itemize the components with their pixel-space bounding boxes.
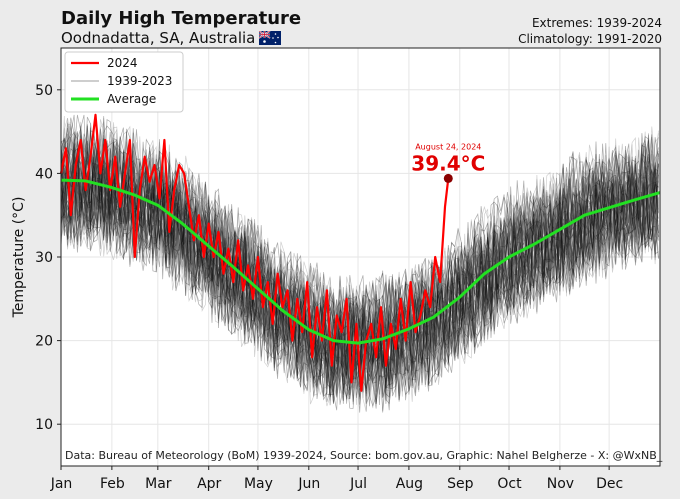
historical-trace <box>60 156 659 407</box>
x-tick-label: Jun <box>297 476 320 492</box>
historical-trace <box>60 126 659 374</box>
historical-trace <box>60 147 659 398</box>
location-label: Oodnadatta, SA, Australia <box>61 29 256 47</box>
series-line-average <box>60 178 661 345</box>
peak-date-label: August 24, 2024 <box>415 142 481 151</box>
y-tick-label: 40 <box>35 166 53 182</box>
extremes-label: Extremes: 1939-2024 <box>531 16 662 30</box>
series-line-2024 <box>59 113 450 392</box>
historical-trace <box>60 141 659 391</box>
historical-trace <box>60 147 659 399</box>
x-tick-label: Dec <box>596 476 623 492</box>
y-axis-ticks: 10 20 30 40 50 <box>35 83 61 433</box>
y-tick-label: 20 <box>35 334 53 350</box>
legend-box <box>64 51 184 113</box>
historical-trace <box>60 119 659 370</box>
x-tick-label: Oct <box>497 476 522 492</box>
y-axis-title: Temperature (°C) <box>11 197 27 319</box>
historical-trace <box>60 114 659 364</box>
legend-label-average: Average <box>107 92 156 106</box>
x-tick-label: Aug <box>396 476 423 492</box>
series-lines <box>59 113 661 392</box>
historical-trace <box>60 129 659 385</box>
historical-trace <box>60 158 659 398</box>
x-tick-label: Jan <box>50 476 73 492</box>
chart-title: Daily High Temperature <box>61 8 302 29</box>
historical-trace <box>60 154 659 405</box>
chart-subtitle: Oodnadatta, SA, Australia <box>61 29 282 47</box>
historical-trace <box>60 124 659 382</box>
y-tick-label: 50 <box>35 83 53 99</box>
y-tick-label: 30 <box>35 250 53 266</box>
x-tick-label: Apr <box>197 476 221 492</box>
source-note: Data: Bureau of Meteorology (BoM) 1939-2… <box>65 449 663 462</box>
x-tick-label: Jul <box>349 476 367 492</box>
historical-trace <box>60 140 659 389</box>
historical-trace <box>60 155 659 398</box>
legend-label-2024: 2024 <box>107 56 138 70</box>
x-tick-label: Mar <box>145 476 172 492</box>
x-axis-ticks: Jan Feb Mar Apr May Jun Jul Aug Sep Oct Nov Dec <box>50 466 623 492</box>
historical-trace <box>60 136 659 396</box>
historical-trace <box>60 139 659 398</box>
australia-flag-icon <box>259 31 282 45</box>
peak-value-label: 39.4°C <box>411 151 485 175</box>
y-tick-label: 10 <box>35 417 53 433</box>
historical-trace <box>60 129 659 385</box>
x-tick-label: Nov <box>547 476 574 492</box>
peak-marker <box>443 173 453 183</box>
climatology-label: Climatology: 1991-2020 <box>518 32 662 46</box>
x-tick-label: May <box>244 476 273 492</box>
historical-trace <box>60 121 659 367</box>
historical-trace <box>60 114 659 370</box>
historical-trace <box>60 169 659 412</box>
x-tick-label: Feb <box>100 476 125 492</box>
legend: 2024 1939-2023 Average <box>64 51 184 113</box>
historical-trace <box>60 148 659 392</box>
historical-trace <box>60 117 659 378</box>
legend-label-historical: 1939-2023 <box>107 74 172 88</box>
historical-trace <box>60 156 659 413</box>
x-tick-label: Sep <box>447 476 474 492</box>
